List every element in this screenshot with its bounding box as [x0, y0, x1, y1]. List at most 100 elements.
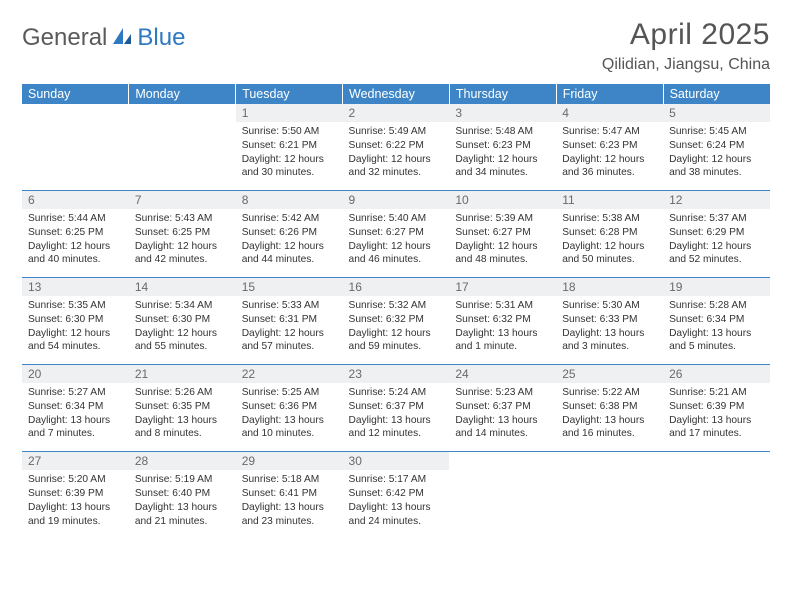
sunrise-text: Sunrise: 5:42 AM: [242, 212, 337, 226]
sunrise-text: Sunrise: 5:18 AM: [242, 473, 337, 487]
day-detail-cell: Sunrise: 5:24 AMSunset: 6:37 PMDaylight:…: [343, 383, 450, 452]
sunset-text: Sunset: 6:36 PM: [242, 400, 337, 414]
daylight-text: Daylight: 13 hours and 7 minutes.: [28, 414, 123, 442]
day-detail-cell: [129, 122, 236, 191]
logo: General Blue: [22, 18, 185, 52]
day-detail-cell: Sunrise: 5:18 AMSunset: 6:41 PMDaylight:…: [236, 470, 343, 538]
sunset-text: Sunset: 6:23 PM: [455, 139, 550, 153]
calendar-table: Sunday Monday Tuesday Wednesday Thursday…: [22, 84, 770, 538]
sunset-text: Sunset: 6:42 PM: [349, 487, 444, 501]
daylight-text: Daylight: 13 hours and 16 minutes.: [562, 414, 657, 442]
day-detail-cell: Sunrise: 5:27 AMSunset: 6:34 PMDaylight:…: [22, 383, 129, 452]
day-detail-cell: Sunrise: 5:22 AMSunset: 6:38 PMDaylight:…: [556, 383, 663, 452]
day-number-row: 27282930: [22, 452, 770, 470]
sunrise-text: Sunrise: 5:24 AM: [349, 386, 444, 400]
sunset-text: Sunset: 6:24 PM: [669, 139, 764, 153]
day-detail-cell: Sunrise: 5:44 AMSunset: 6:25 PMDaylight:…: [22, 209, 129, 278]
day-detail-cell: Sunrise: 5:49 AMSunset: 6:22 PMDaylight:…: [343, 122, 450, 191]
sunset-text: Sunset: 6:39 PM: [28, 487, 123, 501]
sunset-text: Sunset: 6:33 PM: [562, 313, 657, 327]
day-detail-cell: [449, 470, 556, 538]
day-number-cell: 9: [343, 191, 450, 209]
day-number-cell: 10: [449, 191, 556, 209]
day-detail-cell: Sunrise: 5:37 AMSunset: 6:29 PMDaylight:…: [663, 209, 770, 278]
day-number-cell: 7: [129, 191, 236, 209]
day-number-cell: [22, 104, 129, 122]
day-number-cell: [449, 452, 556, 470]
sunrise-text: Sunrise: 5:37 AM: [669, 212, 764, 226]
day-detail-cell: Sunrise: 5:32 AMSunset: 6:32 PMDaylight:…: [343, 296, 450, 365]
page-header: General Blue April 2025 Qilidian, Jiangs…: [22, 18, 770, 74]
daylight-text: Daylight: 12 hours and 44 minutes.: [242, 240, 337, 268]
day-detail-cell: Sunrise: 5:21 AMSunset: 6:39 PMDaylight:…: [663, 383, 770, 452]
daylight-text: Daylight: 13 hours and 23 minutes.: [242, 501, 337, 529]
day-detail-cell: Sunrise: 5:26 AMSunset: 6:35 PMDaylight:…: [129, 383, 236, 452]
day-header-row: Sunday Monday Tuesday Wednesday Thursday…: [22, 84, 770, 104]
sunset-text: Sunset: 6:41 PM: [242, 487, 337, 501]
sunset-text: Sunset: 6:22 PM: [349, 139, 444, 153]
day-detail-cell: Sunrise: 5:20 AMSunset: 6:39 PMDaylight:…: [22, 470, 129, 538]
sunrise-text: Sunrise: 5:27 AM: [28, 386, 123, 400]
sunrise-text: Sunrise: 5:25 AM: [242, 386, 337, 400]
daylight-text: Daylight: 12 hours and 59 minutes.: [349, 327, 444, 355]
day-number-cell: 16: [343, 278, 450, 296]
day-number-cell: 29: [236, 452, 343, 470]
sunrise-text: Sunrise: 5:43 AM: [135, 212, 230, 226]
daylight-text: Daylight: 12 hours and 50 minutes.: [562, 240, 657, 268]
day-detail-cell: Sunrise: 5:30 AMSunset: 6:33 PMDaylight:…: [556, 296, 663, 365]
sunrise-text: Sunrise: 5:40 AM: [349, 212, 444, 226]
day-number-cell: 4: [556, 104, 663, 122]
day-detail-cell: Sunrise: 5:23 AMSunset: 6:37 PMDaylight:…: [449, 383, 556, 452]
sunset-text: Sunset: 6:27 PM: [455, 226, 550, 240]
day-number-cell: 26: [663, 365, 770, 383]
sunset-text: Sunset: 6:30 PM: [28, 313, 123, 327]
sunset-text: Sunset: 6:32 PM: [455, 313, 550, 327]
day-detail-row: Sunrise: 5:50 AMSunset: 6:21 PMDaylight:…: [22, 122, 770, 191]
day-detail-cell: Sunrise: 5:42 AMSunset: 6:26 PMDaylight:…: [236, 209, 343, 278]
daylight-text: Daylight: 13 hours and 17 minutes.: [669, 414, 764, 442]
month-title: April 2025: [602, 18, 770, 52]
daylight-text: Daylight: 12 hours and 40 minutes.: [28, 240, 123, 268]
sunset-text: Sunset: 6:32 PM: [349, 313, 444, 327]
title-block: April 2025 Qilidian, Jiangsu, China: [602, 18, 770, 74]
sunset-text: Sunset: 6:37 PM: [349, 400, 444, 414]
sunrise-text: Sunrise: 5:44 AM: [28, 212, 123, 226]
day-number-cell: 25: [556, 365, 663, 383]
day-number-row: 6789101112: [22, 191, 770, 209]
day-number-cell: 18: [556, 278, 663, 296]
day-number-cell: [129, 104, 236, 122]
day-detail-cell: Sunrise: 5:50 AMSunset: 6:21 PMDaylight:…: [236, 122, 343, 191]
daylight-text: Daylight: 13 hours and 8 minutes.: [135, 414, 230, 442]
day-detail-cell: Sunrise: 5:39 AMSunset: 6:27 PMDaylight:…: [449, 209, 556, 278]
day-number-cell: 5: [663, 104, 770, 122]
sunset-text: Sunset: 6:28 PM: [562, 226, 657, 240]
day-header: Thursday: [449, 84, 556, 104]
day-detail-cell: [663, 470, 770, 538]
day-header: Saturday: [663, 84, 770, 104]
day-number-row: 13141516171819: [22, 278, 770, 296]
day-detail-cell: Sunrise: 5:43 AMSunset: 6:25 PMDaylight:…: [129, 209, 236, 278]
day-header: Wednesday: [343, 84, 450, 104]
sunrise-text: Sunrise: 5:21 AM: [669, 386, 764, 400]
sunrise-text: Sunrise: 5:38 AM: [562, 212, 657, 226]
sunset-text: Sunset: 6:27 PM: [349, 226, 444, 240]
day-number-cell: 13: [22, 278, 129, 296]
calendar-body: 12345Sunrise: 5:50 AMSunset: 6:21 PMDayl…: [22, 104, 770, 538]
day-number-row: 20212223242526: [22, 365, 770, 383]
sunset-text: Sunset: 6:23 PM: [562, 139, 657, 153]
sunset-text: Sunset: 6:25 PM: [135, 226, 230, 240]
daylight-text: Daylight: 13 hours and 24 minutes.: [349, 501, 444, 529]
sunrise-text: Sunrise: 5:34 AM: [135, 299, 230, 313]
sunrise-text: Sunrise: 5:32 AM: [349, 299, 444, 313]
day-detail-cell: Sunrise: 5:19 AMSunset: 6:40 PMDaylight:…: [129, 470, 236, 538]
sunrise-text: Sunrise: 5:28 AM: [669, 299, 764, 313]
day-detail-cell: Sunrise: 5:38 AMSunset: 6:28 PMDaylight:…: [556, 209, 663, 278]
sunset-text: Sunset: 6:34 PM: [28, 400, 123, 414]
daylight-text: Daylight: 13 hours and 3 minutes.: [562, 327, 657, 355]
day-number-cell: [663, 452, 770, 470]
sunset-text: Sunset: 6:38 PM: [562, 400, 657, 414]
sunset-text: Sunset: 6:21 PM: [242, 139, 337, 153]
day-header: Friday: [556, 84, 663, 104]
daylight-text: Daylight: 13 hours and 12 minutes.: [349, 414, 444, 442]
daylight-text: Daylight: 13 hours and 14 minutes.: [455, 414, 550, 442]
